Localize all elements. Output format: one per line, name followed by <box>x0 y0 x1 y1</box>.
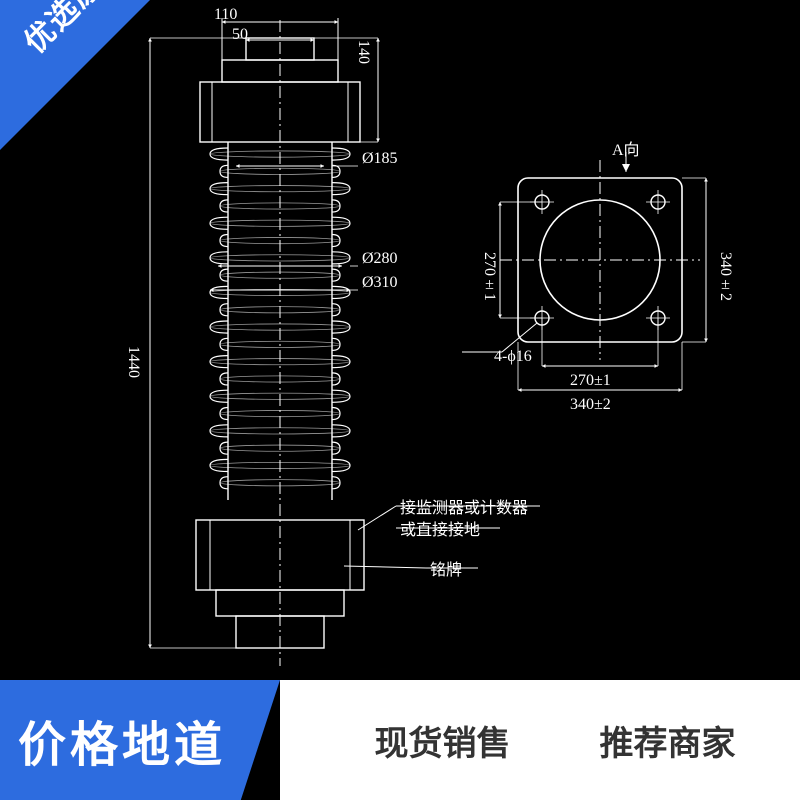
dim-185-label: Ø185 <box>362 150 398 168</box>
price-label: 价格地道 <box>18 705 226 775</box>
dim-1440-label: 1440 <box>124 346 142 378</box>
dim-140-label: 140 <box>354 40 372 64</box>
flange-dim-left: 270±1 <box>480 252 498 301</box>
price-badge: 价格地道 <box>0 680 280 800</box>
flange-dim-holes: 4-ϕ16 <box>494 348 532 366</box>
flange-title: A向 <box>612 136 640 160</box>
dim-110-label: 110 <box>214 6 237 24</box>
annot-monitor-line2: 或直接接地 <box>400 516 480 540</box>
flange-dim-right: 340±2 <box>716 252 734 301</box>
flange-dim-bottom-outer: 340±2 <box>570 396 611 414</box>
cad-svg <box>0 0 800 680</box>
dim-50-label: 50 <box>232 26 248 44</box>
tag-2: 推荐商家 <box>600 716 736 765</box>
dim-310-label: Ø310 <box>362 274 398 292</box>
bottom-band: 价格地道 现货销售 推荐商家 <box>0 680 800 800</box>
annot-monitor-line1: 接监测器或计数器 <box>400 494 528 518</box>
bottom-tags: 现货销售 推荐商家 <box>280 680 800 800</box>
tag-1: 现货销售 <box>375 716 511 765</box>
annot-nameplate: 铭牌 <box>430 556 462 580</box>
flange-dim-bottom-inner: 270±1 <box>570 372 611 390</box>
cad-layer: Ø185 Ø280 Ø310 110 50 140 1440 接监测器或计数器 … <box>0 0 800 680</box>
dim-280-label: Ø280 <box>362 250 398 268</box>
